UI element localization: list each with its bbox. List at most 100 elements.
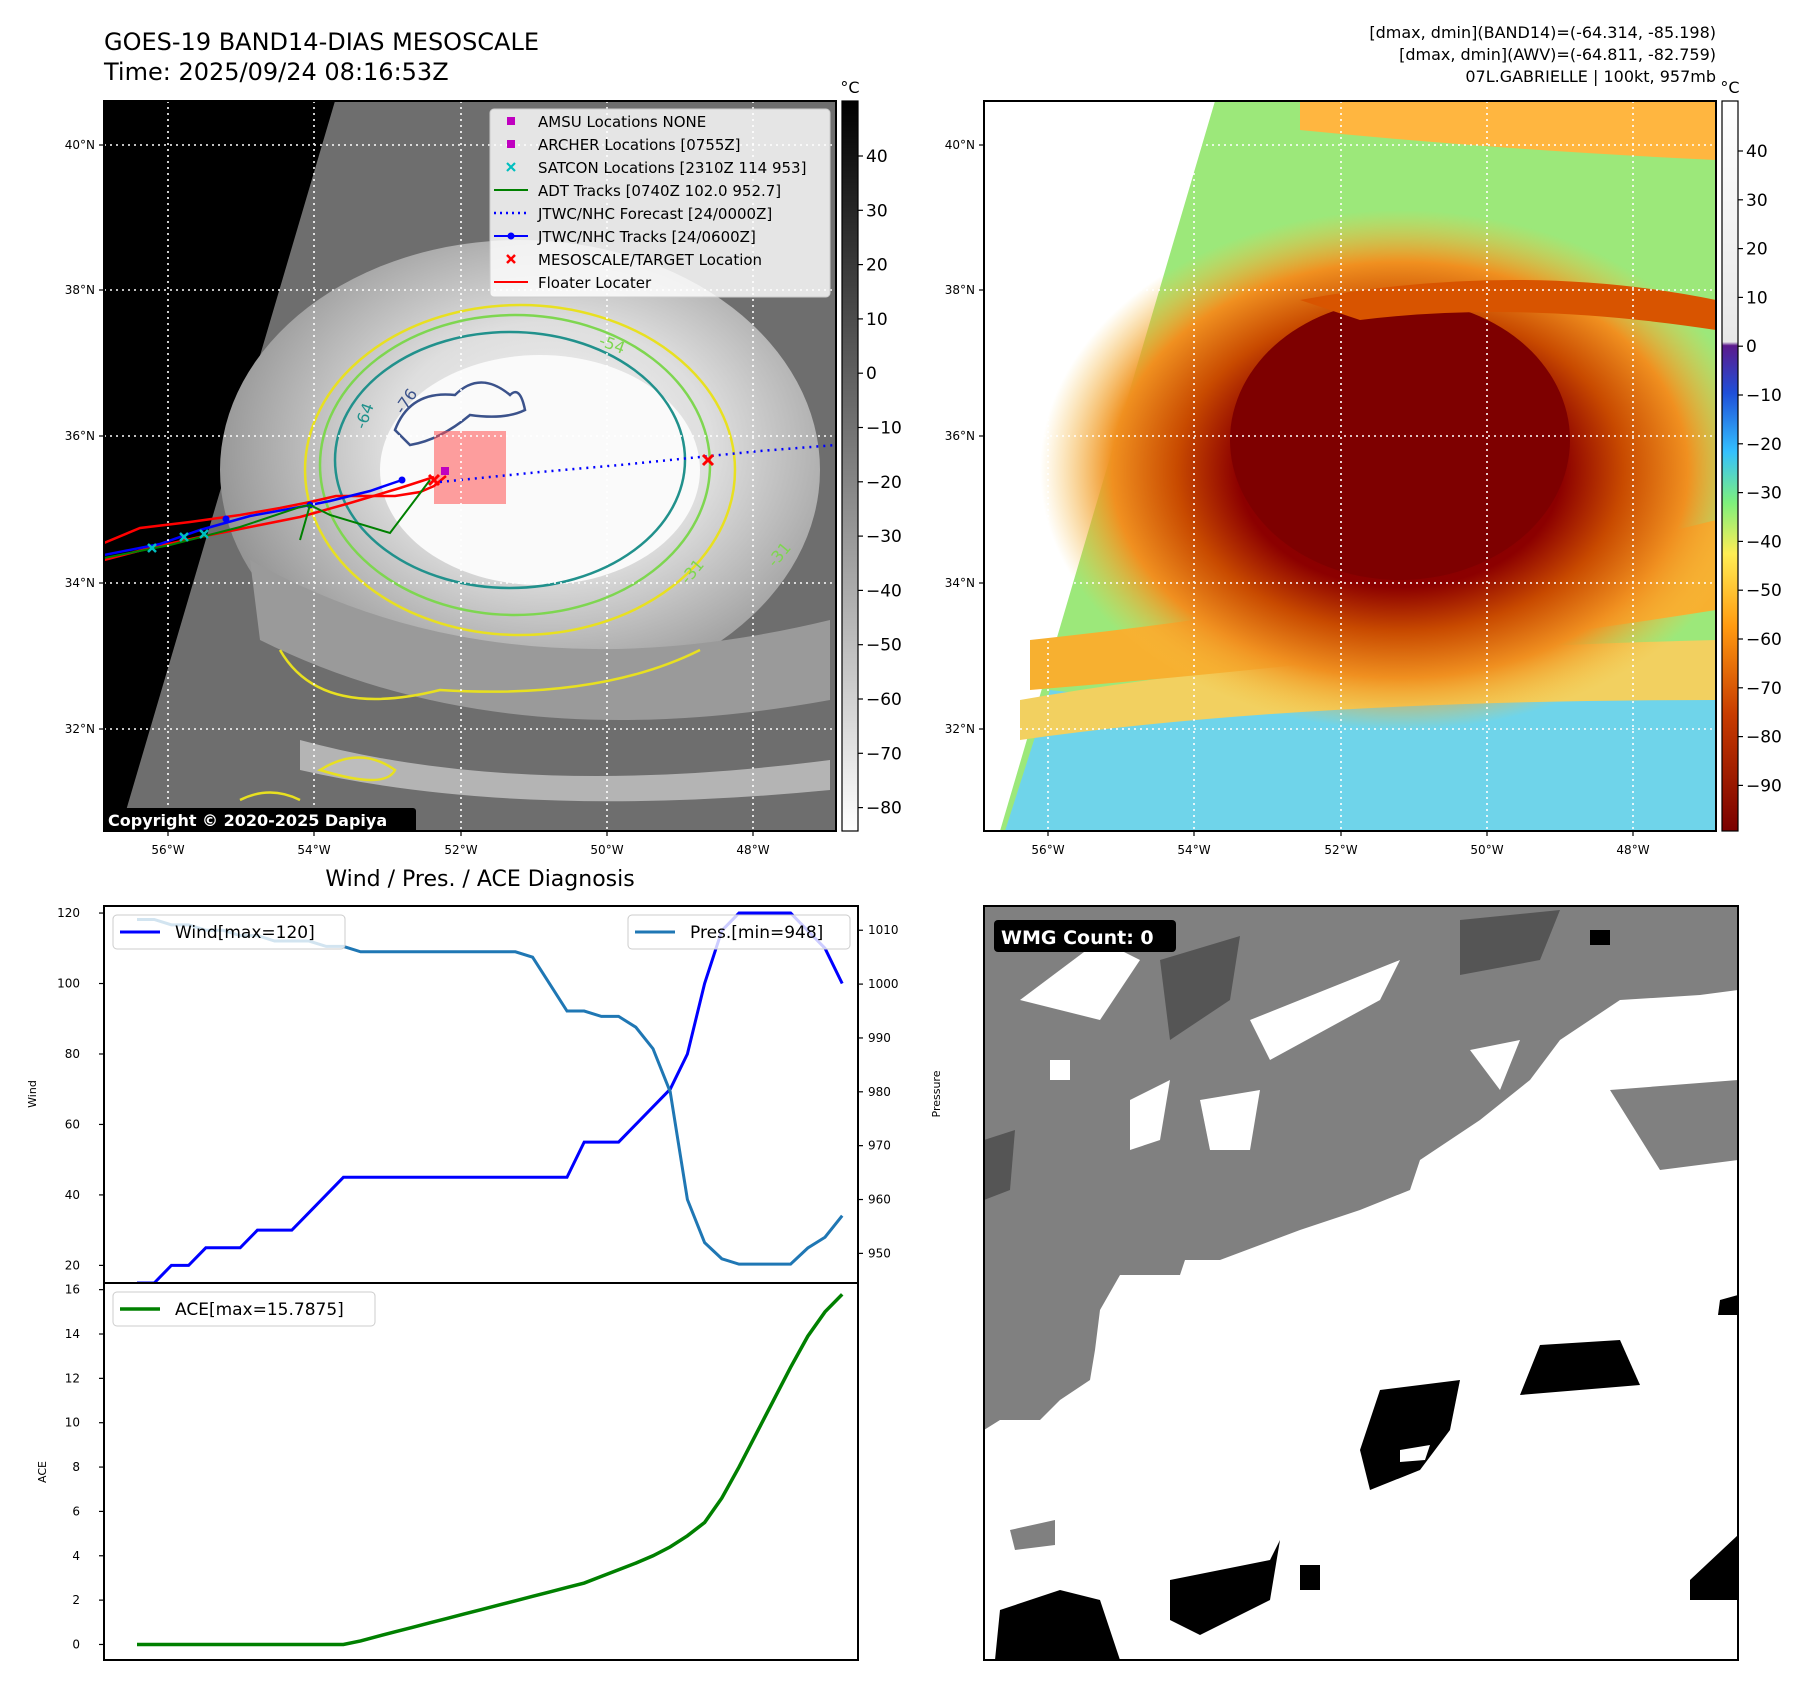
pressure-tick-label: 1000 xyxy=(868,977,899,991)
ir-colorbar: °C 40 30 20 10 0 −10 −20 −30 −40 −50 −60 −70 −80 xyxy=(840,78,902,832)
lat-tick-label: 34°N xyxy=(65,576,95,590)
legend-item-target: MESOSCALE/TARGET Location xyxy=(538,251,762,269)
legend-item-archer: ARCHER Locations [0755Z] xyxy=(538,136,741,154)
lon-tick-label: 48°W xyxy=(1616,843,1649,857)
ir-colorbar-label: 10 xyxy=(866,310,888,330)
diagnosis-title: Wind / Pres. / ACE Diagnosis xyxy=(325,867,634,892)
awv-range: [dmax, dmin](AWV)=(-64.811, -82.759) xyxy=(1399,45,1716,64)
awv-colorbar-label: −50 xyxy=(1746,581,1782,601)
ace-chart: ACE 0 2 4 6 8 10 12 14 16 ACE[max=15.7875] xyxy=(36,1282,859,1661)
storm-info: 07L.GABRIELLE | 100kt, 957mb xyxy=(1465,67,1716,86)
lon-tick-label: 50°W xyxy=(1470,843,1503,857)
ace-tick-label: 4 xyxy=(72,1549,80,1563)
awv-colorbar-label: 30 xyxy=(1746,191,1768,211)
awv-map-panel xyxy=(983,100,1717,832)
ir-map-panel: -64 -76 -54 -31 -31 AMSU Locations NONE … xyxy=(103,100,837,832)
ir-colorbar-label: −20 xyxy=(866,473,902,493)
figure-time: Time: 2025/09/24 08:16:53Z xyxy=(103,58,449,86)
awv-colorbar: °C 40 30 20 10 0 −10 −20 −30 −40 −50 −60 −70 −80 −90 xyxy=(1720,78,1782,832)
lat-tick-label: 32°N xyxy=(65,722,95,736)
ir-colorbar-label: −40 xyxy=(866,581,902,601)
ace-tick-label: 0 xyxy=(72,1637,80,1651)
wind-tick-label: 60 xyxy=(65,1117,80,1131)
ace-tick-label: 16 xyxy=(65,1283,80,1297)
lat-tick-label: 36°N xyxy=(65,429,95,443)
wind-tick-label: 40 xyxy=(65,1188,80,1202)
ir-colorbar-label: 0 xyxy=(866,364,877,384)
awv-colorbar-label: 10 xyxy=(1746,288,1768,308)
wind-tick-label: 80 xyxy=(65,1047,80,1061)
lon-tick-label: 54°W xyxy=(297,843,330,857)
ir-colorbar-label: −30 xyxy=(866,527,902,547)
wind-legend: Wind[max=120] xyxy=(112,914,346,950)
ir-colorbar-label: 40 xyxy=(866,147,888,167)
lon-tick-label: 50°W xyxy=(590,843,623,857)
ace-axis-label: ACE xyxy=(36,1461,49,1483)
ace-tick-label: 2 xyxy=(72,1593,80,1607)
lon-tick-label: 56°W xyxy=(1031,843,1064,857)
lat-tick-label: 40°N xyxy=(945,138,975,152)
ace-tick-label: 8 xyxy=(72,1460,80,1474)
ir-colorbar-label: −10 xyxy=(866,419,902,439)
awv-colorbar-label: 20 xyxy=(1746,240,1768,260)
awv-colorbar-label: 40 xyxy=(1746,142,1768,162)
ir-colorbar-label: −60 xyxy=(866,690,902,710)
lon-tick-label: 56°W xyxy=(151,843,184,857)
legend-item-tracks: JTWC/NHC Tracks [24/0600Z] xyxy=(537,228,756,246)
awv-colorbar-label: −90 xyxy=(1746,776,1782,796)
wind-legend-label: Wind[max=120] xyxy=(175,923,315,943)
lon-tick-label: 52°W xyxy=(1324,843,1357,857)
lon-tick-label: 48°W xyxy=(736,843,769,857)
awv-colorbar-label: −20 xyxy=(1746,435,1782,455)
wind-tick-label: 20 xyxy=(65,1258,80,1272)
wmg-panel: WMG Count: 0 xyxy=(983,905,1739,1661)
pressure-tick-label: 980 xyxy=(868,1085,891,1099)
ir-colorbar-label: 30 xyxy=(866,201,888,221)
legend-item-amsu: AMSU Locations NONE xyxy=(538,113,706,131)
ace-legend: ACE[max=15.7875] xyxy=(112,1291,376,1327)
awv-colorbar-label: −30 xyxy=(1746,484,1782,504)
wind-axis-label: Wind xyxy=(26,1080,39,1108)
ir-colorbar-label: −70 xyxy=(866,744,902,764)
ace-tick-label: 12 xyxy=(65,1371,80,1385)
pressure-tick-label: 960 xyxy=(868,1193,891,1207)
ace-series-line xyxy=(137,1293,844,1647)
awv-colorbar-label: −80 xyxy=(1746,728,1782,748)
wind-tick-label: 100 xyxy=(57,977,80,991)
ir-colorbar-unit: °C xyxy=(840,78,859,97)
awv-colorbar-unit: °C xyxy=(1720,78,1739,97)
legend-item-adt: ADT Tracks [0740Z 102.0 952.7] xyxy=(538,182,781,200)
awv-colorbar-label: −40 xyxy=(1746,532,1782,552)
legend-item-forecast: JTWC/NHC Forecast [24/0000Z] xyxy=(537,205,772,223)
ir-legend: AMSU Locations NONE ARCHER Locations [07… xyxy=(489,108,831,298)
copyright-text: Copyright © 2020-2025 Dapiya xyxy=(108,811,387,830)
band14-range: [dmax, dmin](BAND14)=(-64.314, -85.198) xyxy=(1369,23,1716,42)
legend-item-floater: Floater Locater xyxy=(538,274,652,292)
awv-colorbar-label: 0 xyxy=(1746,337,1757,357)
ace-legend-label: ACE[max=15.7875] xyxy=(175,1300,344,1320)
awv-colorbar-label: −70 xyxy=(1746,679,1782,699)
pressure-tick-label: 950 xyxy=(868,1246,891,1260)
ir-colorbar-label: −80 xyxy=(866,799,902,819)
pressure-legend: Pres.[min=948] xyxy=(627,914,851,950)
lon-tick-label: 54°W xyxy=(1177,843,1210,857)
lat-tick-label: 34°N xyxy=(945,576,975,590)
lat-tick-label: 40°N xyxy=(65,138,95,152)
pressure-tick-label: 990 xyxy=(868,1031,891,1045)
pressure-tick-label: 1010 xyxy=(868,923,899,937)
awv-colorbar-label: −60 xyxy=(1746,630,1782,650)
wind-tick-label: 120 xyxy=(57,906,80,920)
lat-tick-label: 38°N xyxy=(65,283,95,297)
lon-tick-label: 52°W xyxy=(444,843,477,857)
lat-tick-label: 32°N xyxy=(945,722,975,736)
ir-colorbar-label: 20 xyxy=(866,256,888,276)
wind-pressure-chart: Wind Pressure 20 40 60 80 100 120 950 960 970 98… xyxy=(26,905,943,1285)
awv-colorbar-label: −10 xyxy=(1746,386,1782,406)
lat-tick-label: 38°N xyxy=(945,283,975,297)
ace-tick-label: 6 xyxy=(72,1504,80,1518)
legend-item-satcon: SATCON Locations [2310Z 114 953] xyxy=(538,159,806,177)
lat-tick-label: 36°N xyxy=(945,429,975,443)
ace-tick-label: 14 xyxy=(65,1327,80,1341)
pressure-axis-label: Pressure xyxy=(930,1070,943,1117)
